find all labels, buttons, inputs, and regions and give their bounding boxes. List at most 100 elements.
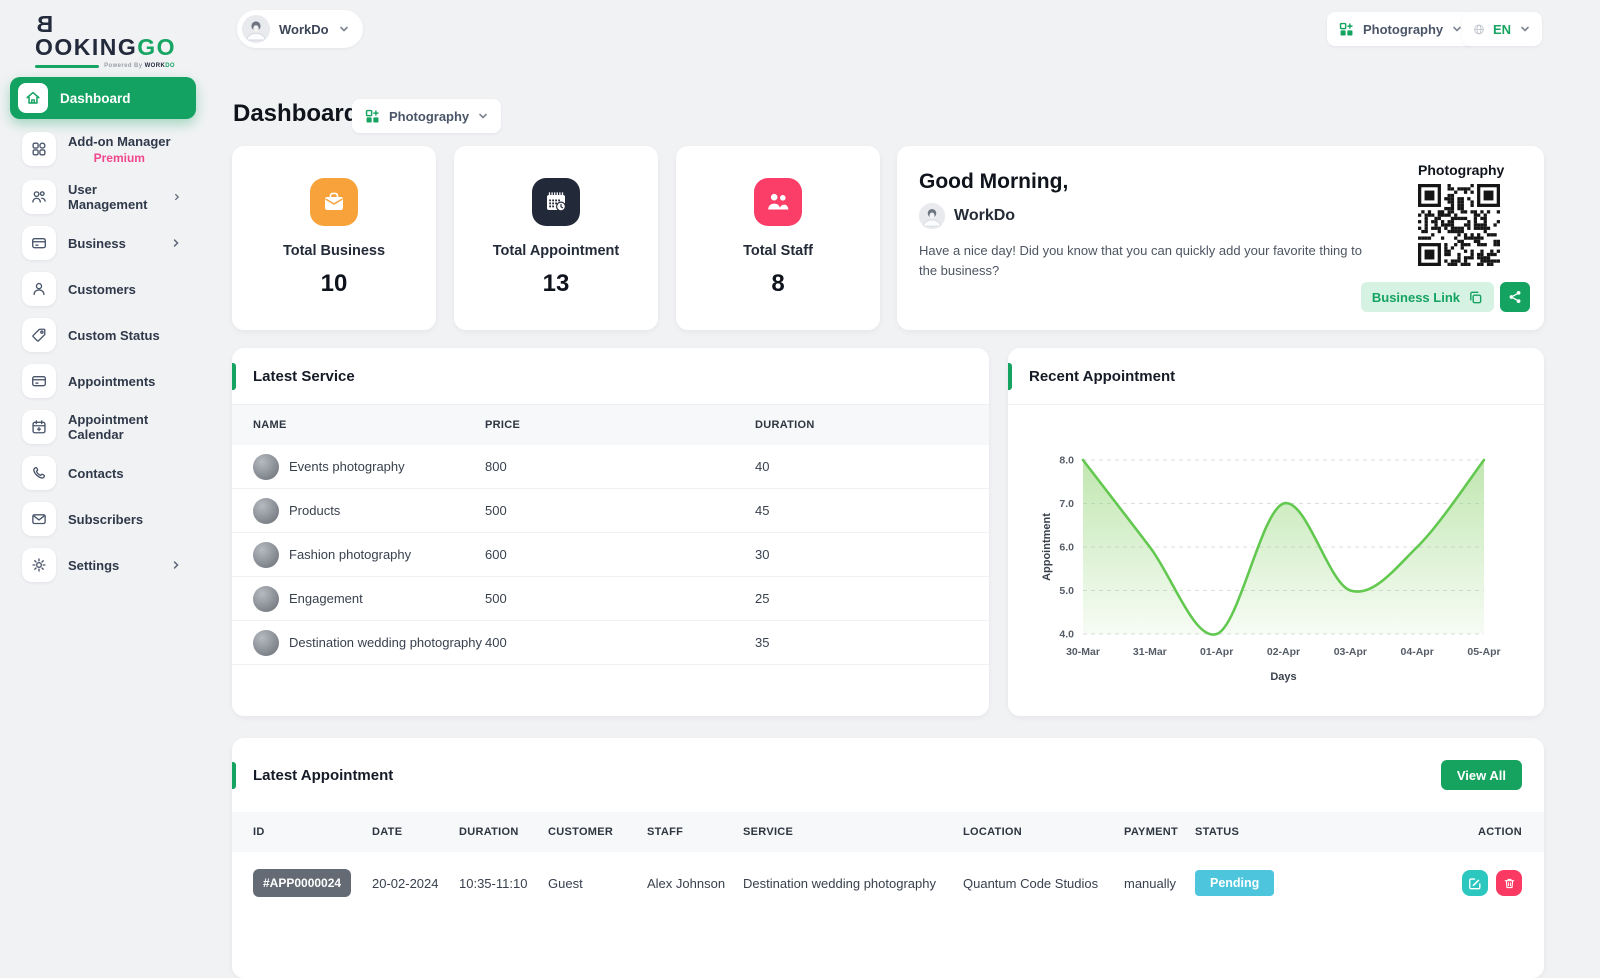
- sidebar-item-appointment-calendar[interactable]: Appointment Calendar: [10, 409, 196, 445]
- service-image: [253, 497, 279, 524]
- sidebar-item-subscribers[interactable]: Subscribers: [10, 501, 196, 537]
- workspace-dropdown[interactable]: WorkDo: [237, 10, 363, 48]
- appointment-staff: Alex Johnson: [647, 875, 726, 891]
- sidebar-item-business[interactable]: Business: [10, 225, 196, 261]
- latest-service-title: Latest Service: [253, 367, 355, 385]
- service-duration: 45: [755, 503, 770, 518]
- sidebar-item-label: Custom Status: [68, 327, 160, 343]
- accent-bar: [232, 762, 236, 789]
- home-icon: [18, 83, 48, 113]
- service-row[interactable]: Events photography 800 40: [232, 445, 989, 489]
- service-price: 600: [485, 547, 507, 562]
- chevron-down-icon: [479, 113, 487, 119]
- share-button[interactable]: [1500, 282, 1530, 312]
- service-price: 500: [485, 503, 507, 518]
- apps-grid-icon: [22, 132, 56, 166]
- tag-icon: [22, 318, 56, 352]
- sidebar-item-label: User Management: [68, 182, 148, 212]
- service-row[interactable]: Fashion photography 600 30: [232, 533, 989, 577]
- logo-underline: [35, 64, 100, 68]
- sidebar-item-dashboard[interactable]: Dashboard: [10, 77, 196, 119]
- copy-icon: [1470, 291, 1482, 303]
- svg-text:5.0: 5.0: [1059, 585, 1074, 597]
- language-selector[interactable]: EN: [1462, 12, 1542, 46]
- view-all-button[interactable]: View All: [1440, 760, 1522, 790]
- service-image: [253, 541, 279, 568]
- sidebar-item-label: Dashboard: [60, 90, 131, 106]
- stat-card-total-appointment: Total Appointment 13: [454, 146, 658, 330]
- service-price: 800: [485, 459, 507, 474]
- appointment-duration: 10:35-11:10: [459, 875, 528, 891]
- appointment-customer: Guest: [548, 875, 583, 891]
- card-icon: [22, 226, 56, 260]
- greeting-card: Good Morning, WorkDo Have a nice day! Di…: [897, 146, 1544, 330]
- service-price: 400: [485, 635, 507, 650]
- service-image: [253, 629, 279, 656]
- service-row[interactable]: Destination wedding photography 400 35: [232, 621, 989, 665]
- premium-badge: Premium: [93, 150, 145, 165]
- sidebar-item-user-management[interactable]: User Management: [10, 179, 196, 215]
- workspace-name: WorkDo: [279, 21, 329, 37]
- stat-value: 10: [320, 270, 348, 297]
- user-avatar: [919, 203, 945, 229]
- grid-plus-icon: [1339, 22, 1353, 35]
- appointment-payment: manually: [1124, 875, 1177, 891]
- stat-label: Total Business: [282, 243, 386, 259]
- qr-code: [1417, 183, 1501, 267]
- column-header-duration: DURATION: [459, 826, 519, 838]
- edit-button[interactable]: [1462, 870, 1488, 896]
- latest-service-card: Latest Service NAME PRICE DURATION Event…: [232, 348, 989, 716]
- envelope-icon: [22, 502, 56, 536]
- topbar-business-selector[interactable]: Photography: [1327, 12, 1475, 46]
- service-row[interactable]: Products 500 45: [232, 489, 989, 533]
- svg-text:Appointment: Appointment: [1041, 513, 1053, 581]
- sidebar-item-addon-manager[interactable]: Add-on Manager Premium: [10, 129, 196, 169]
- stat-label: Total Staff: [743, 243, 813, 259]
- users-icon: [22, 180, 56, 214]
- sidebar-item-contacts[interactable]: Contacts: [10, 455, 196, 491]
- column-header-price: PRICE: [485, 419, 521, 431]
- service-name: Fashion photography: [289, 547, 412, 562]
- svg-text:Days: Days: [1270, 671, 1296, 683]
- delete-button[interactable]: [1496, 870, 1522, 896]
- sidebar-item-label: Contacts: [68, 465, 124, 481]
- card-icon: [22, 364, 56, 398]
- sidebar-item-customers[interactable]: Customers: [10, 271, 196, 307]
- chevron-right-icon: [175, 193, 180, 201]
- sidebar-item-settings[interactable]: Settings: [10, 547, 196, 583]
- svg-text:03-Apr: 03-Apr: [1334, 646, 1367, 658]
- column-header-date: DATE: [372, 826, 403, 838]
- business-link-label: Business Link: [1371, 289, 1460, 305]
- column-header-customer: CUSTOMER: [548, 826, 614, 838]
- service-duration: 40: [755, 459, 770, 474]
- grid-plus-icon: [365, 109, 379, 122]
- edit-icon: [1469, 878, 1481, 890]
- staff-icon: [754, 178, 802, 226]
- chevron-right-icon: [173, 561, 179, 569]
- sidebar: Dashboard Add-on Manager Premium User Ma…: [10, 77, 196, 583]
- appointment-id-badge: #APP0000024: [253, 869, 352, 897]
- sidebar-item-custom-status[interactable]: Custom Status: [10, 317, 196, 353]
- column-header-action: ACTION: [1478, 826, 1522, 838]
- svg-text:04-Apr: 04-Apr: [1401, 646, 1434, 658]
- business-link-button[interactable]: Business Link: [1360, 282, 1494, 312]
- stat-value: 8: [771, 270, 785, 297]
- logo-text: BOOKINGGO: [35, 11, 177, 60]
- service-name: Products: [289, 503, 341, 518]
- sidebar-item-label: Business: [68, 235, 126, 251]
- service-row[interactable]: Engagement 500 25: [232, 577, 989, 621]
- gear-icon: [22, 548, 56, 582]
- service-duration: 25: [755, 591, 770, 606]
- appointment-date: 20-02-2024: [372, 875, 439, 891]
- sidebar-item-appointments[interactable]: Appointments: [10, 363, 196, 399]
- service-duration: 35: [755, 635, 770, 650]
- share-icon: [1509, 291, 1521, 303]
- sidebar-item-label: Customers: [68, 281, 136, 297]
- svg-text:02-Apr: 02-Apr: [1267, 646, 1300, 658]
- page-business-selector[interactable]: Photography: [352, 99, 502, 133]
- appointment-table-header: ID DATE DURATION CUSTOMER STAFF SERVICE …: [232, 812, 1544, 852]
- appointment-service: Destination wedding photography: [743, 875, 936, 891]
- stat-card-total-staff: Total Staff 8: [676, 146, 880, 330]
- sidebar-item-label: Appointments: [68, 373, 156, 389]
- bookinggo-logo[interactable]: BOOKINGGO Powered By WORKDO: [35, 11, 177, 69]
